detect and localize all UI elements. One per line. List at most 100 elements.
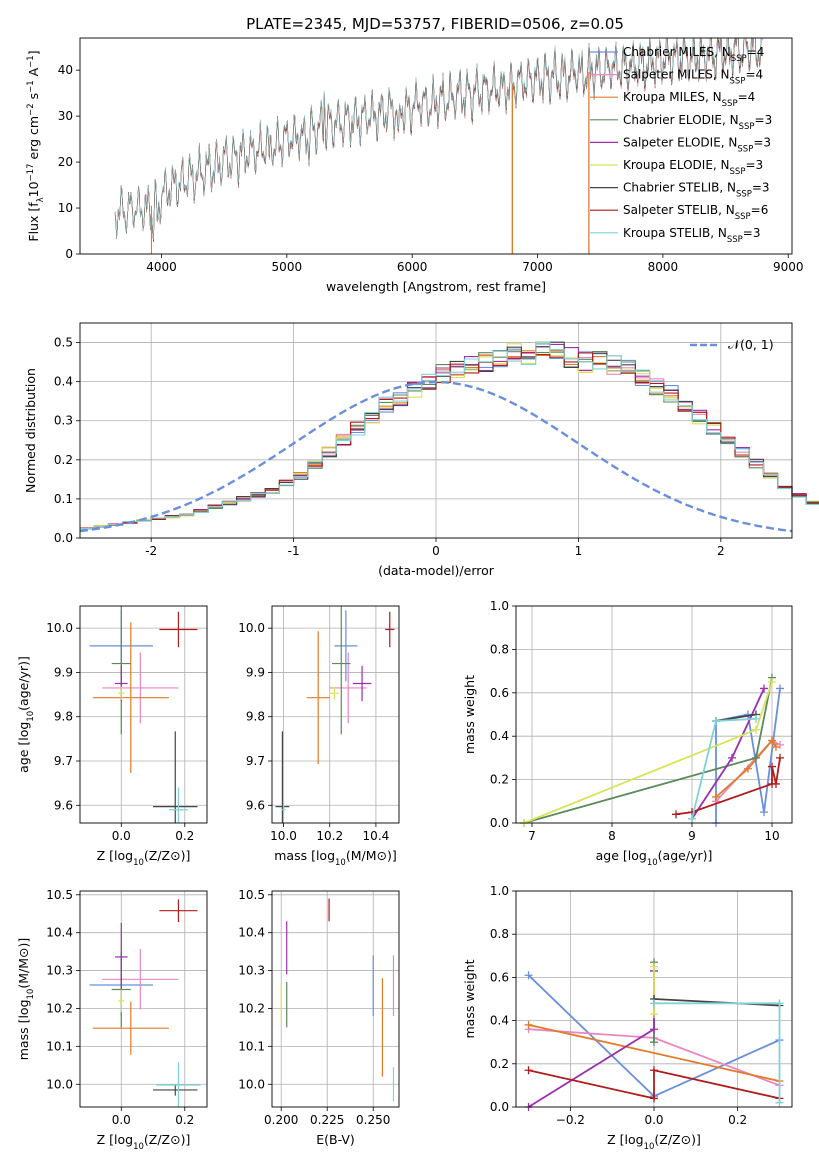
x-axis-label: Z [log10(Z/Z⊙)] — [607, 1132, 701, 1152]
legend-nssp: =3 — [755, 113, 773, 127]
y-tick-label: 0.3 — [54, 414, 73, 428]
legend-part: 𝒩 — [728, 337, 743, 352]
legend-nssp: =3 — [743, 226, 761, 240]
label-part: mass [log — [16, 999, 31, 1060]
y-tick-label: 0.2 — [490, 1057, 509, 1071]
axes-frame — [79, 37, 793, 255]
legend-entry: Kroupa ELODIE, NSSP=3 — [623, 158, 763, 177]
legend-entry: Kroupa MILES, NSSP=4 — [623, 90, 755, 109]
panel-weight_vs_Z: −0.2 0.0 0.2 0.0 0.2 0.4 0.6 0.8 1.0 Z [log10(Z/Z… — [462, 884, 793, 1152]
x-tick-label: 8 — [608, 829, 616, 843]
x-tick-label: 7 — [528, 829, 536, 843]
x-tick-label: 0.2 — [728, 1113, 747, 1127]
label-part: 10 — [647, 858, 658, 868]
weight-line — [715, 738, 777, 798]
y-tick-label: 10.0 — [238, 621, 265, 635]
y-tick-label: 10.1 — [238, 1039, 265, 1053]
label-part: ⊙ — [681, 1132, 691, 1147]
label-part: Flux [f — [26, 202, 41, 242]
y-tick-label: 0.6 — [490, 970, 509, 984]
residual-legend: 𝒩(0, 1) — [690, 337, 774, 352]
legend-name: Chabrier STELIB, N — [623, 181, 736, 195]
y-axis-label: mass weight — [462, 675, 477, 754]
x-tick-label: -1 — [288, 544, 300, 558]
errorbars — [280, 898, 395, 1102]
legend-entry: 𝒩(0, 1) — [728, 337, 774, 352]
legend-nssp: =3 — [745, 158, 763, 172]
x-tick-label: 4000 — [146, 260, 177, 274]
histogram-series — [80, 343, 819, 530]
x-tick-label: -2 — [145, 544, 157, 558]
x-tick-label: 8000 — [648, 260, 679, 274]
y-tick-label: 10.2 — [46, 1001, 73, 1015]
histogram-series — [80, 350, 819, 529]
x-tick-label: 10.0 — [270, 829, 297, 843]
x-tick-label: 0.2 — [175, 1113, 194, 1127]
y-tick-label: 9.9 — [246, 665, 265, 679]
legend-name: Salpeter STELIB, N — [623, 203, 735, 217]
histogram-series — [80, 352, 819, 529]
axes-frame — [79, 605, 208, 824]
legend-entry: Kroupa STELIB, NSSP=3 — [623, 226, 761, 245]
y-tick-label: 0.8 — [490, 642, 509, 656]
y-tick-label: 0.0 — [54, 531, 73, 545]
label-part: ⊙ — [16, 948, 31, 958]
legend-name: Kroupa STELIB, N — [623, 226, 727, 240]
axes-frame — [515, 605, 793, 824]
label-part: mass [log — [274, 848, 335, 863]
legend-nssp: =6 — [751, 203, 769, 217]
weight-marker — [712, 717, 720, 726]
y-tick-label: 10.0 — [46, 621, 73, 635]
y-tick-label: 0.4 — [54, 375, 73, 389]
histogram-series — [80, 341, 819, 529]
y-tick-label: 10.3 — [46, 964, 73, 978]
legend-name: Salpeter MILES, N — [623, 68, 730, 82]
x-axis-label: E(B-V) — [316, 1132, 355, 1147]
weight-marker — [524, 971, 533, 980]
y-tick-label: 9.8 — [54, 710, 73, 724]
label-part: age [log — [16, 722, 31, 773]
weight-marker — [672, 810, 680, 819]
legend-name: Kroupa ELODIE, N — [623, 158, 730, 172]
label-part: erg cm — [26, 116, 41, 164]
axes-frame — [79, 890, 208, 1108]
x-tick-label: 0.0 — [112, 829, 131, 843]
legend-nssp: =3 — [753, 135, 771, 149]
errorbars — [275, 606, 395, 823]
weight-marker — [760, 684, 768, 693]
weight-marker — [650, 1038, 658, 1047]
x-tick-label: 5000 — [272, 260, 303, 274]
label-part: Z [log — [97, 848, 133, 863]
weight-marker — [650, 1094, 658, 1103]
panel-age_vs_mass: 10.0 10.2 10.4 9.6 9.7 9.8 9.9 10.0 mass [log10(… — [238, 605, 400, 868]
legend-name: Kroupa MILES, N — [623, 90, 722, 104]
axes-frame — [79, 322, 793, 539]
x-tick-label: 0.0 — [112, 1113, 131, 1127]
axes-frame — [271, 890, 400, 1108]
x-tick-label: 0.0 — [644, 1113, 663, 1127]
weight-marker — [650, 1010, 658, 1019]
x-axis-label: wavelength [Angstrom, rest frame] — [326, 279, 546, 294]
legend-entry: Chabrier ELODIE, NSSP=3 — [623, 113, 772, 132]
label-part: ⊙ — [377, 848, 387, 863]
weight-marker — [650, 1066, 658, 1075]
y-tick-label: 10.2 — [238, 1001, 265, 1015]
legend-sub: SSP — [730, 77, 746, 87]
weight-line — [715, 688, 781, 823]
legend-entry: Salpeter ELODIE, NSSP=3 — [623, 135, 771, 154]
legend-nssp: =4 — [745, 68, 763, 82]
y-axis-label: Normed distribution — [23, 368, 38, 493]
y-tick-label: 10.5 — [46, 888, 73, 902]
y-tick-label: 40 — [58, 63, 73, 77]
panel-age_vs_Z: 0.0 0.29.69.79.89.910.0Z [log10(Z/Z⊙)]age… — [16, 605, 208, 868]
x-tick-label: 0.250 — [356, 1113, 390, 1127]
x-axis-label: (data-model)/error — [378, 563, 495, 578]
legend-sub: SSP — [730, 167, 746, 177]
label-part: 10 — [335, 858, 346, 868]
legend-name: Chabrier ELODIE, N — [623, 113, 739, 127]
y-tick-label: 0.2 — [490, 773, 509, 787]
weight-marker — [760, 808, 768, 817]
legend-sub: SSP — [727, 235, 743, 245]
x-tick-label: 6000 — [397, 260, 428, 274]
